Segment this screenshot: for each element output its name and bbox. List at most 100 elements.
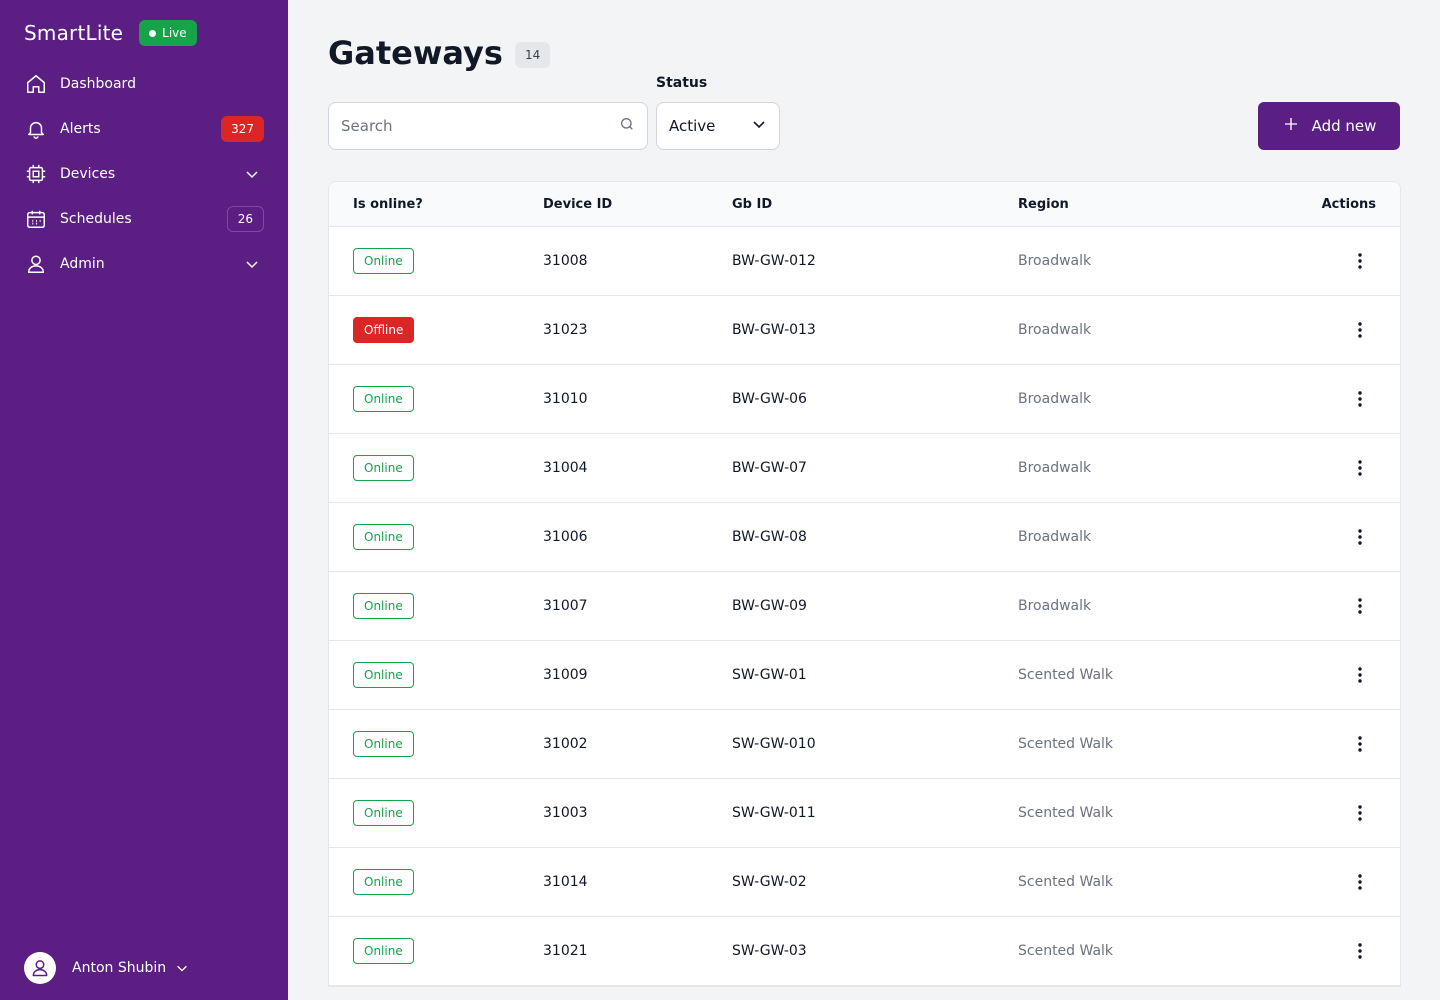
gb-id-cell: SW-GW-011 — [732, 805, 816, 821]
chevron-down-icon[interactable] — [240, 162, 264, 186]
gb-id-cell: BW-GW-013 — [732, 322, 816, 338]
more-vertical-icon[interactable] — [1344, 245, 1376, 277]
more-vertical-icon[interactable] — [1344, 452, 1376, 484]
sidebar-item-alerts[interactable]: Alerts 327 — [24, 106, 264, 151]
more-vertical-icon[interactable] — [1344, 797, 1376, 829]
region-cell: Broadwalk — [1018, 253, 1092, 269]
table-row[interactable]: Online 31008 BW-GW-012 Broadwalk — [329, 227, 1400, 296]
home-icon — [24, 72, 48, 96]
actions-cell — [1298, 245, 1400, 277]
avatar — [24, 952, 56, 984]
device-id-cell: 31010 — [543, 391, 588, 407]
table-row[interactable]: Online 31014 SW-GW-02 Scented Walk — [329, 848, 1400, 917]
status-badge: Online — [353, 386, 414, 412]
actions-cell — [1298, 728, 1400, 760]
status-cell: Online — [329, 869, 543, 895]
status-select-value: Active — [669, 117, 716, 135]
sidebar-item-dashboard[interactable]: Dashboard — [24, 61, 264, 106]
table-row[interactable]: Offline 31023 BW-GW-013 Broadwalk — [329, 296, 1400, 365]
sidebar-item-schedules[interactable]: Schedules 26 — [24, 196, 264, 241]
region-cell: Broadwalk — [1018, 598, 1092, 614]
actions-cell — [1298, 659, 1400, 691]
region-cell: Scented Walk — [1018, 874, 1114, 890]
status-badge: Offline — [353, 317, 415, 343]
more-vertical-icon[interactable] — [1344, 659, 1376, 691]
device-id-cell: 31023 — [543, 322, 588, 338]
more-vertical-icon[interactable] — [1344, 590, 1376, 622]
sidebar-item-label: Alerts — [60, 120, 101, 137]
device-id-cell: 31002 — [543, 736, 588, 752]
sidebar: SmartLite Live Dashboard Alerts 327 Devi… — [0, 0, 288, 1000]
table-row[interactable]: Online 31006 BW-GW-08 Broadwalk — [329, 503, 1400, 572]
column-header-is-online[interactable]: Is online? — [353, 196, 423, 212]
region-cell: Broadwalk — [1018, 391, 1092, 407]
device-id-cell: 31003 — [543, 805, 588, 821]
status-select[interactable]: Active — [656, 102, 780, 150]
status-cell: Online — [329, 524, 543, 550]
search-box[interactable] — [328, 102, 648, 150]
status-cell: Offline — [329, 317, 543, 343]
device-id-cell: 31014 — [543, 874, 588, 890]
brand: SmartLite Live — [24, 20, 197, 46]
gateway-count-badge: 14 — [514, 42, 551, 68]
region-cell: Broadwalk — [1018, 322, 1092, 338]
live-dot-icon — [149, 29, 157, 37]
table-row[interactable]: Online 31009 SW-GW-01 Scented Walk — [329, 641, 1400, 710]
status-badge: Online — [353, 593, 414, 619]
user-menu[interactable]: Anton Shubin — [24, 952, 190, 984]
live-label: Live — [162, 26, 187, 40]
status-badge: Online — [353, 248, 414, 274]
status-badge: Online — [353, 731, 414, 757]
search-icon[interactable] — [619, 116, 635, 136]
live-badge: Live — [139, 20, 197, 46]
table-row[interactable]: Online 31021 SW-GW-03 Scented Walk — [329, 917, 1400, 986]
chevron-down-icon[interactable] — [174, 960, 190, 976]
column-header-gb-id[interactable]: Gb ID — [732, 196, 773, 212]
sidebar-item-label: Schedules — [60, 210, 132, 227]
table-body: Online 31008 BW-GW-012 Broadwalk Offline 3102… — [329, 227, 1400, 986]
calendar-icon — [24, 207, 48, 231]
actions-cell — [1298, 383, 1400, 415]
device-id-cell: 31006 — [543, 529, 588, 545]
status-cell: Online — [329, 248, 543, 274]
region-cell: Scented Walk — [1018, 943, 1114, 959]
more-vertical-icon[interactable] — [1344, 728, 1376, 760]
user-icon — [24, 252, 48, 276]
status-cell: Online — [329, 455, 543, 481]
gateways-table: Is online? Device ID Gb ID Region Action… — [328, 181, 1401, 987]
region-cell: Scented Walk — [1018, 736, 1114, 752]
table-row[interactable]: Online 31010 BW-GW-06 Broadwalk — [329, 365, 1400, 434]
alerts-count-badge: 327 — [221, 115, 264, 142]
more-vertical-icon[interactable] — [1344, 383, 1376, 415]
device-id-cell: 31008 — [543, 253, 588, 269]
page-title: Gateways — [328, 34, 503, 72]
column-header-device-id[interactable]: Device ID — [543, 196, 613, 212]
gb-id-cell: BW-GW-06 — [732, 391, 807, 407]
add-new-button[interactable]: Add new — [1258, 102, 1400, 150]
chevron-down-icon[interactable] — [240, 252, 264, 276]
table-row[interactable]: Online 31002 SW-GW-010 Scented Walk — [329, 710, 1400, 779]
gb-id-cell: BW-GW-012 — [732, 253, 816, 269]
more-vertical-icon[interactable] — [1344, 935, 1376, 967]
plus-icon — [1282, 115, 1300, 137]
more-vertical-icon[interactable] — [1344, 866, 1376, 898]
table-row[interactable]: Online 31007 BW-GW-09 Broadwalk — [329, 572, 1400, 641]
region-cell: Scented Walk — [1018, 805, 1114, 821]
status-badge: Online — [353, 524, 414, 550]
column-header-actions: Actions — [1321, 196, 1376, 212]
search-input[interactable] — [341, 117, 619, 135]
sidebar-item-label: Devices — [60, 165, 116, 182]
column-header-region[interactable]: Region — [1018, 196, 1069, 212]
table-row[interactable]: Online 31003 SW-GW-011 Scented Walk — [329, 779, 1400, 848]
more-vertical-icon[interactable] — [1344, 521, 1376, 553]
actions-cell — [1298, 866, 1400, 898]
app-name: SmartLite — [24, 21, 124, 45]
sidebar-item-devices[interactable]: Devices — [24, 151, 264, 196]
title-row: Gateways 14 — [328, 34, 551, 72]
sidebar-item-admin[interactable]: Admin — [24, 241, 264, 286]
gb-id-cell: SW-GW-02 — [732, 874, 807, 890]
region-cell: Scented Walk — [1018, 667, 1114, 683]
status-cell: Online — [329, 593, 543, 619]
more-vertical-icon[interactable] — [1344, 314, 1376, 346]
table-row[interactable]: Online 31004 BW-GW-07 Broadwalk — [329, 434, 1400, 503]
